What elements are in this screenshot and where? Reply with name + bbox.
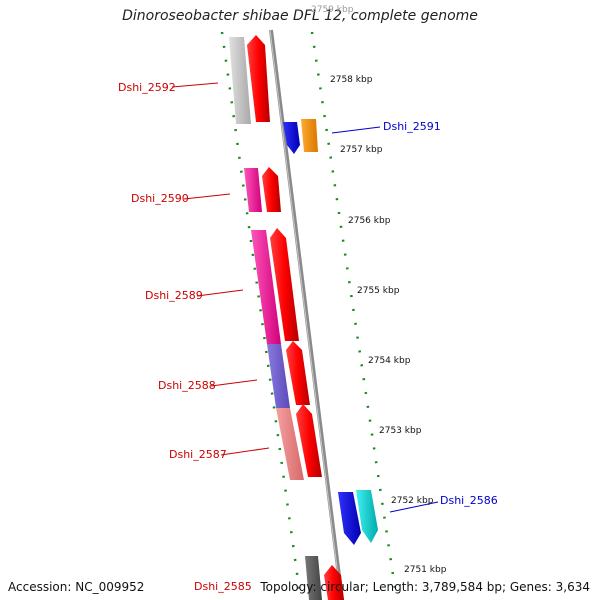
gene-label-dshi-2589[interactable]: Dshi_2589 — [145, 289, 203, 302]
leader-line-dshi-2590 — [183, 193, 231, 200]
leader-line-dshi-2586 — [389, 501, 439, 513]
leader-line-dshi-2587 — [220, 447, 270, 456]
gene-dshi-2586[interactable] — [338, 490, 378, 545]
gene-dshi-2590-arrow[interactable] — [262, 167, 281, 212]
gene-dshi-2591-block-orange[interactable] — [301, 119, 318, 152]
leader-line-dshi-2591 — [331, 126, 381, 134]
gene-dshi-2590-block[interactable] — [244, 168, 262, 212]
tick-label: 2757 kbp — [340, 145, 383, 155]
gene-label-dshi-2587[interactable]: Dshi_2587 — [169, 448, 227, 461]
gene-dshi-2592-arrow[interactable] — [247, 35, 270, 122]
gene-dshi-2588[interactable] — [267, 341, 310, 408]
tick-label: 2752 kbp — [391, 496, 434, 506]
gene-dshi-2591-block-blue[interactable] — [283, 122, 300, 154]
gene-dshi-2589-block[interactable] — [251, 230, 281, 344]
diagram-title: Dinoroseobacter shibae DFL 12, complete … — [122, 8, 478, 24]
tick-label: 2754 kbp — [368, 356, 411, 366]
leader-line-dshi-2592 — [171, 82, 219, 88]
tick-label: 2758 kbp — [330, 75, 373, 85]
gene-dshi-2589-arrow[interactable] — [270, 228, 299, 341]
gene-dshi-2586-block-cyan[interactable] — [356, 490, 378, 543]
gene-dshi-2589[interactable] — [251, 228, 299, 344]
gene-dshi-2585[interactable] — [305, 556, 344, 600]
gene-dshi-2592-block[interactable] — [229, 37, 251, 124]
gene-label-dshi-2588[interactable]: Dshi_2588 — [158, 379, 216, 392]
gene-dshi-2587-arrow[interactable] — [296, 404, 322, 477]
gene-dshi-2588-block[interactable] — [267, 344, 290, 408]
leader-line-dshi-2588 — [210, 379, 258, 387]
tick-label: 2753 kbp — [379, 426, 422, 436]
gene-dshi-2590[interactable] — [244, 167, 281, 212]
gene-dshi-2587[interactable] — [276, 404, 322, 480]
genome-backbone — [269, 29, 344, 600]
gene-dshi-2587-block[interactable] — [276, 408, 304, 480]
gene-dshi-2591[interactable] — [283, 119, 318, 154]
gene-dshi-2588-arrow[interactable] — [286, 341, 310, 405]
tick-label: 2756 kbp — [348, 216, 391, 226]
genome-backbone-highlight — [269, 29, 342, 600]
leader-line-dshi-2589 — [196, 289, 244, 297]
gene-label-dshi-2592[interactable]: Dshi_2592 — [118, 81, 176, 94]
gene-dshi-2586-block-blue[interactable] — [338, 492, 361, 545]
tick-label: 2759 kbp — [311, 5, 354, 15]
gene-dshi-2592[interactable] — [229, 35, 270, 124]
gene-dshi-2585-block[interactable] — [305, 556, 322, 600]
gene-label-dshi-2590[interactable]: Dshi_2590 — [131, 192, 189, 205]
accession-label: Accession: NC_009952 — [8, 580, 145, 594]
gene-label-dshi-2586[interactable]: Dshi_2586 — [440, 494, 498, 507]
tick-label: 2751 kbp — [404, 565, 447, 575]
tick-label: 2755 kbp — [357, 286, 400, 296]
gene-label-dshi-2591[interactable]: Dshi_2591 — [383, 120, 441, 133]
gene-label-dshi-2585[interactable]: Dshi_2585 — [194, 580, 252, 593]
topology-summary: Topology: circular; Length: 3,789,584 bp… — [260, 580, 590, 594]
gene-dshi-2585-arrow[interactable] — [324, 565, 344, 600]
